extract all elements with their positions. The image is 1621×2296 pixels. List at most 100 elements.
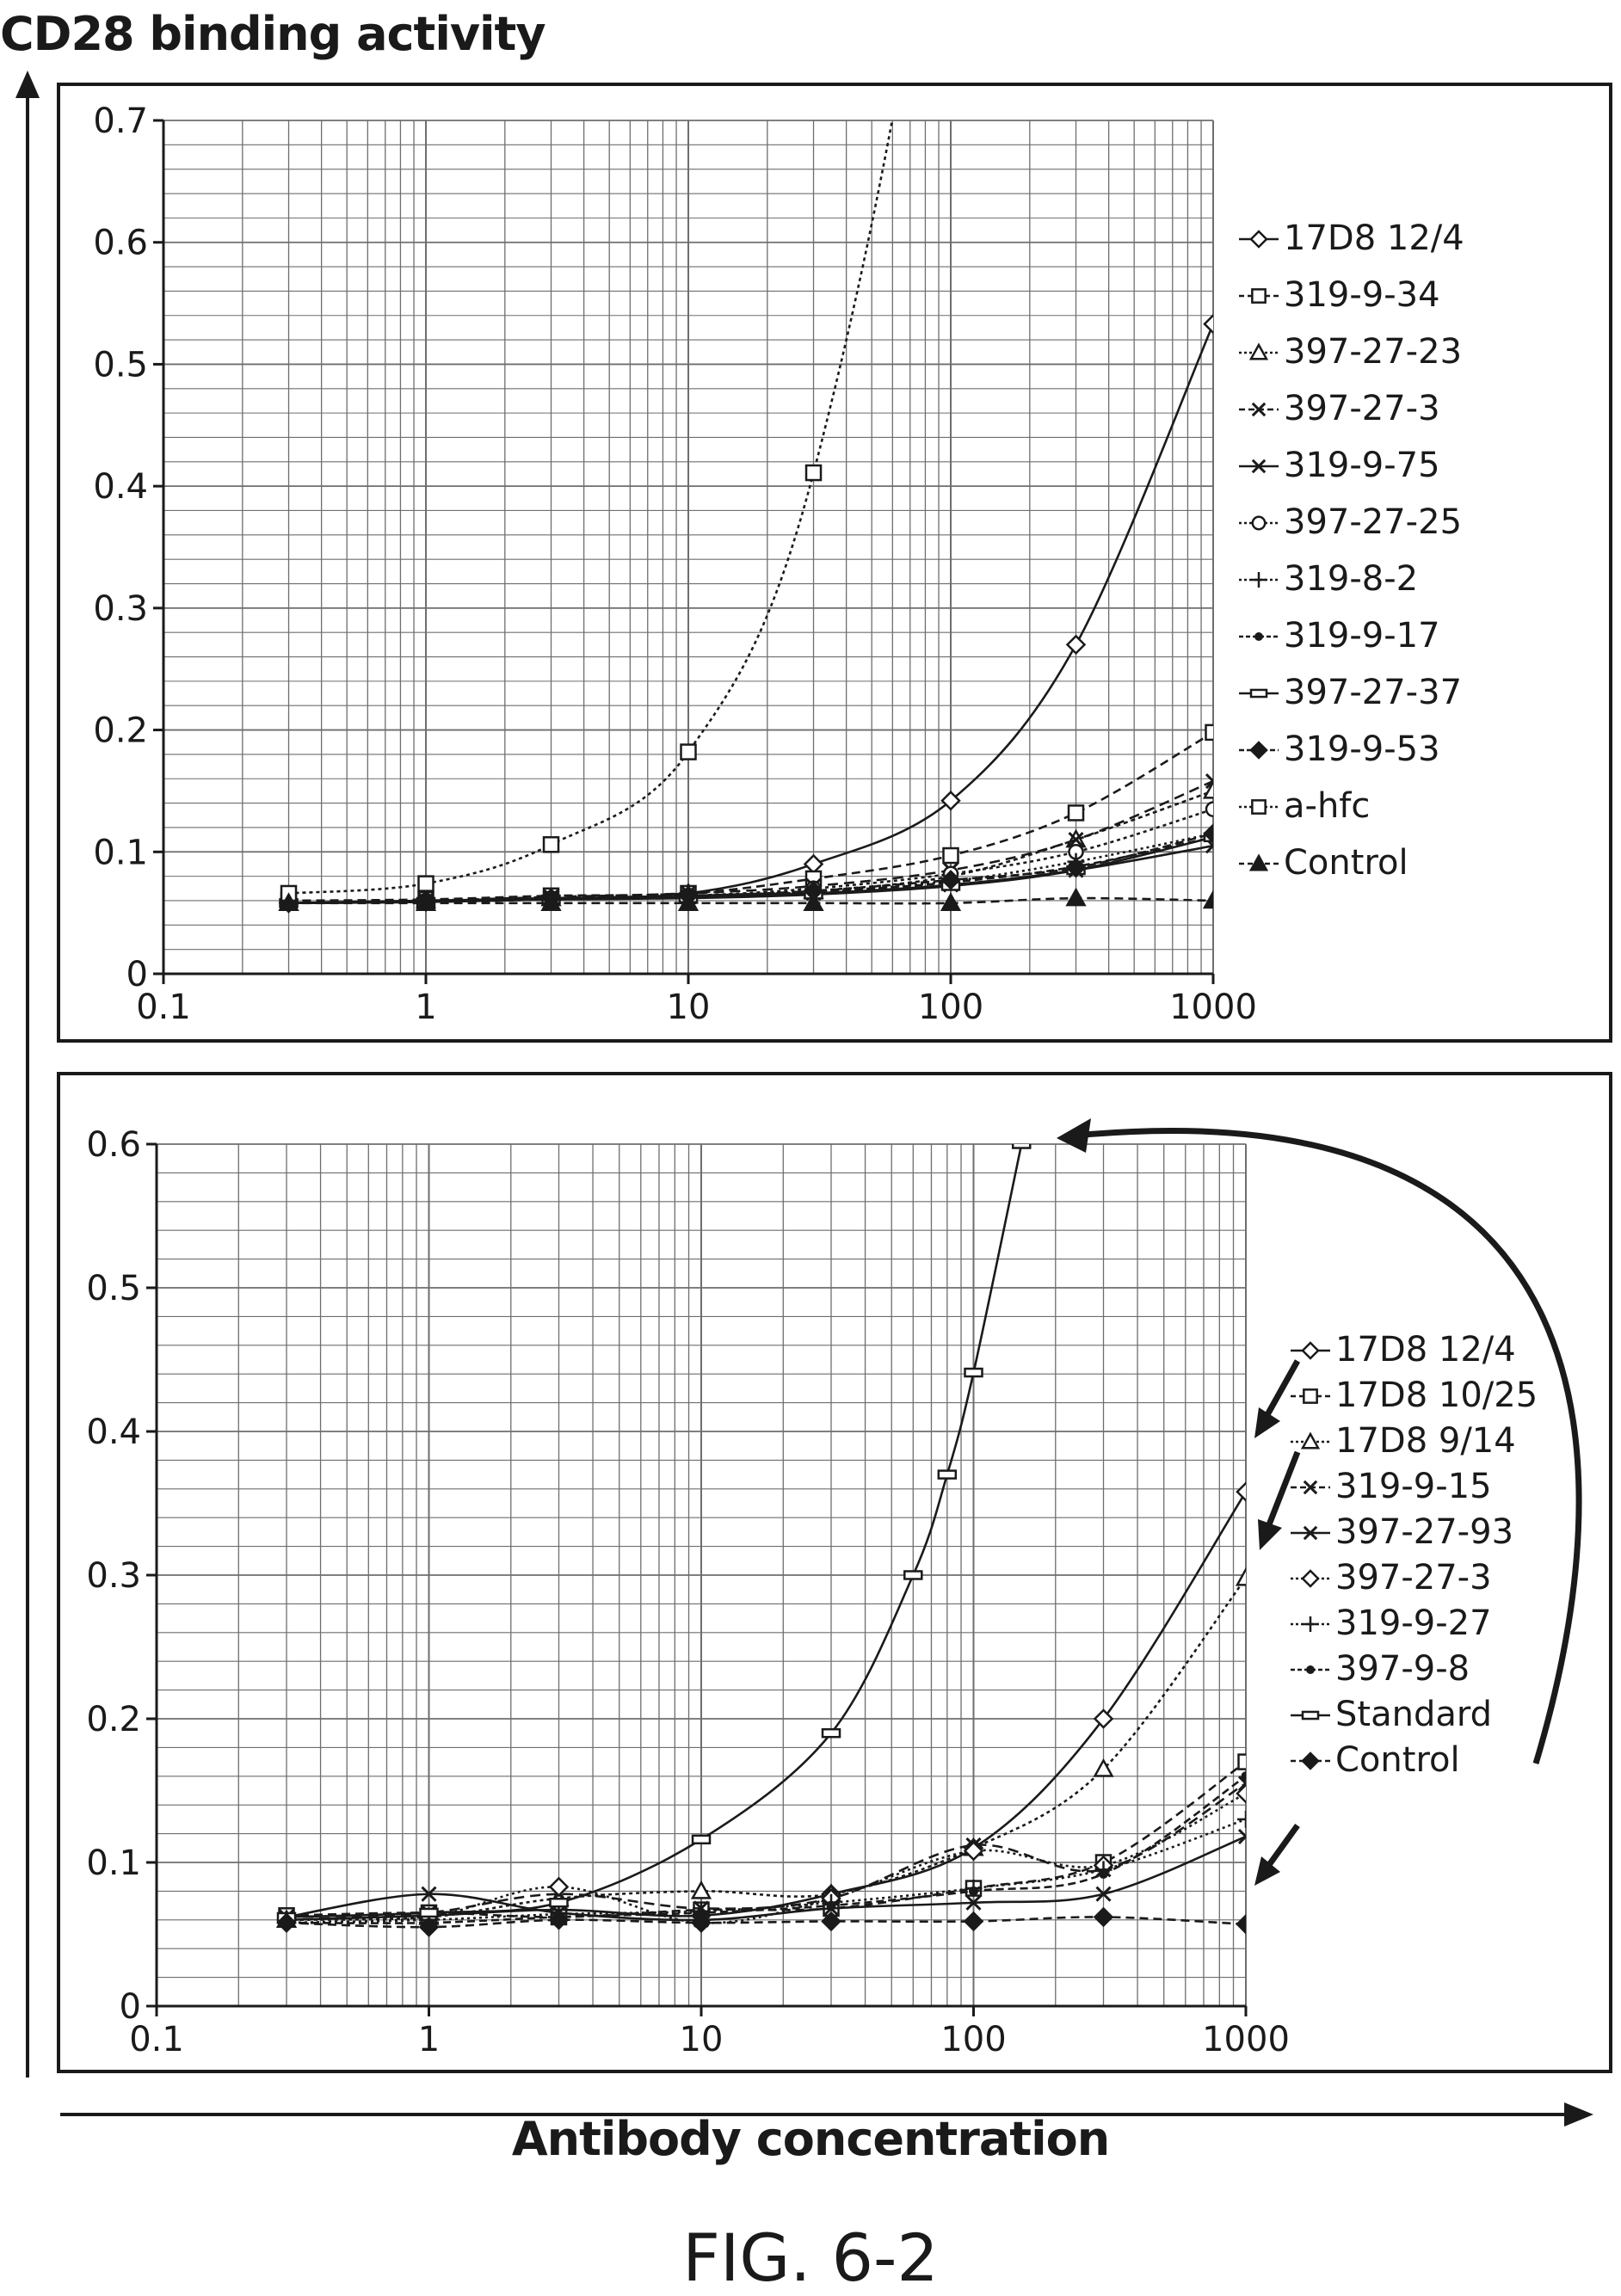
legend-label: a-hfc: [1284, 786, 1370, 826]
legend-item: 17D8 10/25: [1291, 1376, 1538, 1415]
data-point: [677, 892, 700, 912]
data-point: [421, 1886, 437, 1902]
legend-pointer-arrows: [1254, 1359, 1301, 1886]
data-point: [963, 1840, 984, 1862]
data-point: [1011, 1144, 1032, 1149]
legend-marker: [1300, 1431, 1321, 1450]
y-tick-label: 0: [126, 955, 148, 994]
legend-marker: [1301, 1751, 1320, 1770]
legend-label: Control: [1284, 843, 1408, 883]
legend-label: 397-27-3: [1284, 389, 1440, 428]
y-tick-label: 0.1: [93, 833, 148, 872]
legend-marker: [1306, 1665, 1315, 1674]
y-tick-label: 0.3: [86, 1556, 141, 1596]
y-tick-label: 0.6: [93, 224, 148, 263]
data-point: [1095, 1886, 1112, 1902]
y-tick-label: 0.4: [93, 467, 148, 507]
legend-marker: [1303, 1525, 1318, 1541]
y-axis-label: CD28 binding activity: [0, 7, 546, 61]
data-point: [542, 836, 560, 853]
x-tick-label: 1000: [1202, 2020, 1290, 2059]
y-tick-label: 0.2: [93, 711, 148, 751]
legend-item: 319-9-17: [1239, 616, 1440, 656]
data-point: [1235, 1567, 1246, 1586]
legend: 17D8 12/4 319-9-34 397-27-23 397-27-3 319-9-…: [1239, 219, 1464, 883]
data-point: [1068, 832, 1084, 848]
outer-x-arrow: [60, 2102, 1593, 2127]
data-point: [417, 875, 435, 892]
y-tick-label: 0.3: [93, 589, 148, 629]
legend-label: 397-27-25: [1284, 502, 1462, 542]
legend-item: Control: [1291, 1740, 1460, 1780]
series-line: [286, 1916, 1246, 1929]
data-point: [1205, 801, 1213, 817]
data-point: [1236, 1481, 1246, 1502]
data-point: [1203, 823, 1213, 844]
series-319-9-15: [278, 1776, 1246, 1928]
legend-label: 319-9-17: [1284, 616, 1440, 656]
y-tick-label: 0.2: [86, 1700, 141, 1739]
legend-item: 319-9-15: [1291, 1467, 1492, 1506]
data-point: [937, 1469, 958, 1480]
y-tick-label: 0.7: [93, 102, 148, 141]
data-point: [965, 1894, 982, 1911]
legend-marker: [1249, 741, 1268, 760]
series-line: [288, 836, 1213, 905]
legend-marker: [1303, 1480, 1318, 1495]
data-point: [278, 892, 299, 912]
legend-label: 397-9-8: [1335, 1649, 1470, 1689]
legend-marker: [1249, 230, 1268, 249]
data-point: [1202, 779, 1213, 799]
legend-marker: [1248, 853, 1269, 871]
series-17d8-12-4: [278, 313, 1213, 914]
legend-item: 397-9-8: [1291, 1649, 1470, 1689]
legend-item: 397-27-93: [1291, 1512, 1513, 1552]
annotation-arrow: [1075, 1128, 1582, 1765]
legend-label: 17D8 12/4: [1335, 1330, 1516, 1370]
x-tick-label: 1000: [1169, 988, 1257, 1027]
legend-marker: [1301, 1710, 1320, 1720]
legend-item: 397-27-23: [1239, 332, 1462, 372]
legend-item: 319-8-2: [1239, 559, 1418, 599]
legend-label: Standard: [1335, 1695, 1492, 1734]
legend-marker: [1251, 402, 1267, 417]
data-point: [1093, 1906, 1114, 1928]
legend-marker: [1251, 572, 1267, 588]
legend-label: 319-8-2: [1284, 559, 1418, 599]
legend-marker: [1254, 632, 1263, 641]
legend-item: Control: [1239, 843, 1408, 883]
legend-marker: [1301, 1569, 1320, 1588]
legend: 17D8 12/4 17D8 10/25 17D8 9/14 319-9-15 397-…: [1291, 1330, 1538, 1780]
y-tick-label: 0.6: [86, 1125, 141, 1165]
legend-marker: [1251, 288, 1267, 304]
legend-marker: [1301, 1341, 1320, 1360]
legend-item: 397-27-37: [1239, 673, 1462, 712]
data-point: [969, 1886, 978, 1896]
y-tick-label: 0.5: [93, 345, 148, 385]
legend-marker: [1251, 459, 1267, 474]
series-line: [286, 1761, 1246, 1918]
data-point: [548, 1876, 570, 1898]
top-chart: 00.10.20.30.40.50.60.70.1 1 10 100 100017D8 …: [93, 102, 1464, 1027]
data-point: [1202, 889, 1213, 909]
legend-label: 319-9-34: [1284, 275, 1440, 315]
data-point: [1099, 1868, 1109, 1879]
y-tick-label: 0: [120, 1987, 141, 2027]
grid: [156, 1143, 1247, 2007]
figure-label: FIG. 6-2: [682, 2219, 939, 2296]
legend-marker: [1249, 688, 1268, 699]
legend-label: 319-9-27: [1335, 1604, 1492, 1643]
legend-label: 17D8 10/25: [1335, 1376, 1538, 1415]
data-point: [540, 892, 562, 912]
legend-item: 397-27-3: [1239, 389, 1440, 428]
data-point: [1067, 804, 1085, 822]
data-point: [1241, 1771, 1246, 1782]
data-point: [826, 1900, 836, 1911]
legend-marker: [1251, 515, 1267, 531]
data-point: [1065, 857, 1087, 878]
legend-label: 319-9-53: [1284, 729, 1440, 769]
data-point: [1237, 1753, 1246, 1770]
data-point: [1205, 723, 1213, 742]
